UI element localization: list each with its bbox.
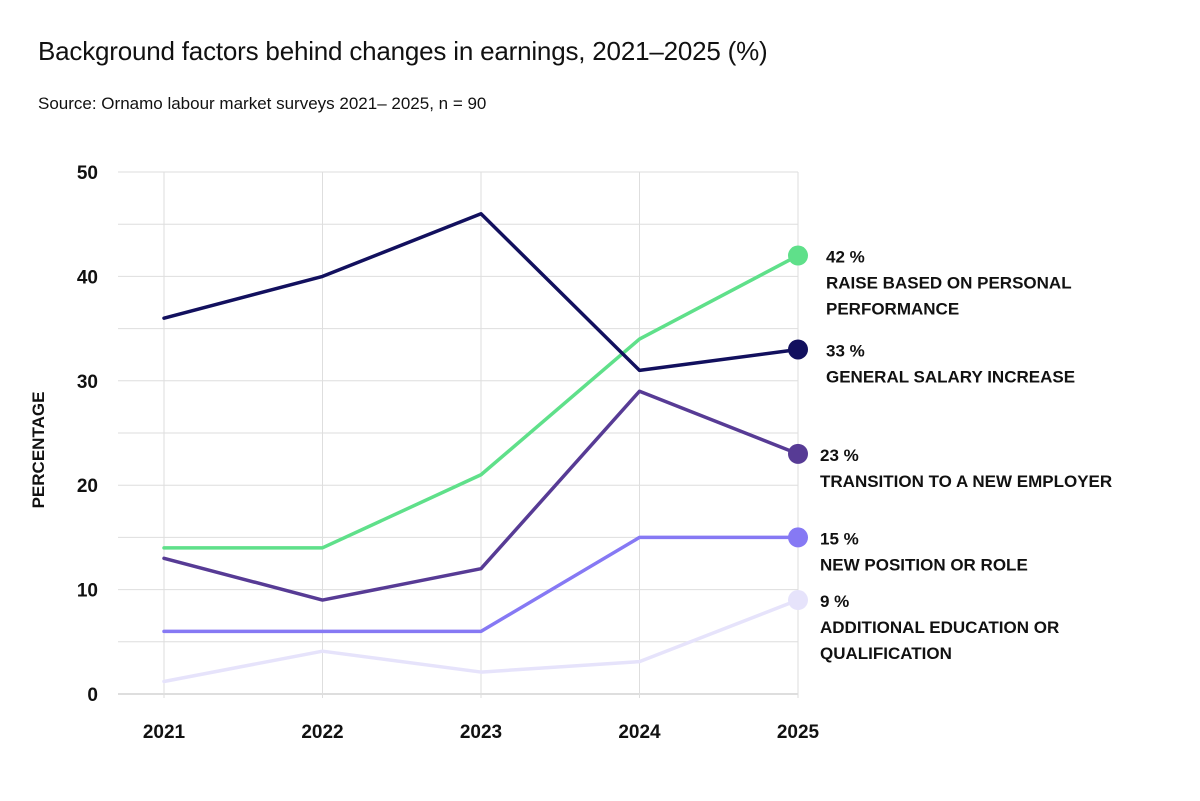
chart-subtitle: Source: Ornamo labour market surveys 202… [38, 94, 487, 113]
series-name-label: TRANSITION TO A NEW EMPLOYER [820, 472, 1112, 491]
x-axis-ticks: 2021 2022 2023 2024 2025 [143, 722, 820, 743]
series-line [162, 389, 800, 602]
series-lines [162, 212, 800, 684]
x-tick-label: 2021 [143, 722, 186, 743]
end-value-label: 9 % [820, 592, 849, 611]
end-marker [788, 339, 808, 360]
y-tick-label: 20 [77, 476, 98, 497]
y-tick-label: 0 [87, 685, 98, 706]
series-name-label: NEW POSITION OR ROLE [820, 555, 1028, 574]
series-name-label: GENERAL SALARY INCREASE [826, 367, 1075, 386]
series-name-label: QUALIFICATION [820, 644, 952, 663]
end-marker [788, 443, 808, 464]
chart-title: Background factors behind changes in ear… [38, 36, 768, 66]
series-line [162, 598, 800, 684]
x-tick-label: 2023 [460, 722, 502, 743]
y-tick-label: 40 [77, 267, 98, 288]
x-tick-label: 2024 [618, 722, 661, 743]
series-line [162, 253, 800, 550]
series-name-label: ADDITIONAL EDUCATION OR [820, 618, 1059, 637]
end-value-label: 23 % [820, 446, 859, 465]
end-marker [788, 527, 808, 548]
series-line [162, 212, 800, 373]
y-tick-label: 50 [77, 163, 98, 184]
series-name-label: PERFORMANCE [826, 300, 959, 319]
x-tick-label: 2022 [301, 722, 343, 743]
end-value-label: 15 % [820, 529, 859, 548]
y-axis-label: PERCENTAGE [29, 392, 48, 509]
x-tick-label: 2025 [777, 722, 820, 743]
y-tick-label: 30 [77, 372, 98, 393]
end-value-label: 42 % [826, 248, 865, 267]
end-value-label: 33 % [826, 341, 865, 360]
y-axis-ticks: 0 10 20 30 40 50 [77, 163, 98, 706]
series-name-label: RAISE BASED ON PERSONAL [826, 274, 1072, 293]
grid [118, 171, 799, 698]
end-labels: 42 % RAISE BASED ON PERSONAL PERFORMANCE 33… [788, 245, 1112, 663]
series-line [162, 535, 800, 634]
end-marker [788, 245, 808, 266]
end-marker [788, 590, 808, 611]
y-tick-label: 10 [77, 581, 98, 602]
